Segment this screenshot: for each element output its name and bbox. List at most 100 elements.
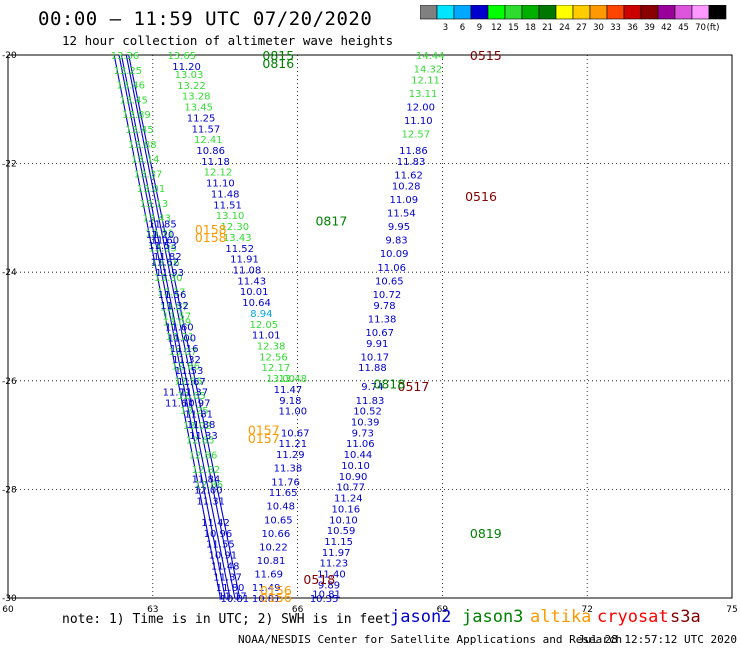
wave-height-label: 11.67 bbox=[177, 377, 206, 388]
wave-height-label: 11.69 bbox=[254, 570, 283, 581]
wave-height-label: 10.81 bbox=[312, 590, 341, 601]
color-scale-label: 24 bbox=[559, 23, 570, 33]
x-tick-label: 66 bbox=[292, 605, 304, 615]
wave-height-label: 11.31 bbox=[196, 496, 225, 507]
wave-height-label: 11.76 bbox=[271, 477, 300, 488]
wave-height-label: 13.25 bbox=[180, 406, 209, 417]
pass-time-label: 0515 bbox=[470, 48, 502, 63]
wave-height-label: 11.16 bbox=[170, 344, 199, 355]
wave-height-label: 10.48 bbox=[266, 502, 295, 513]
wave-height-label: 11.49 bbox=[252, 583, 281, 594]
wave-height-label: 11.10 bbox=[404, 116, 433, 127]
wave-height-label: 11.51 bbox=[213, 200, 242, 211]
wave-height-label: 10.35 bbox=[310, 594, 339, 605]
wave-height-label: 13.22 bbox=[177, 81, 206, 92]
wave-height-label: 13.07 bbox=[160, 302, 189, 313]
legend-jason2: jason2 bbox=[390, 607, 452, 627]
wave-height-label: 13.11 bbox=[409, 89, 438, 100]
wave-height-label: 11.37 bbox=[213, 572, 242, 583]
wave-height-label: 11.43 bbox=[237, 276, 266, 287]
wave-height-label: 13.37 bbox=[157, 288, 186, 299]
wave-height-label: 11.83 bbox=[356, 396, 385, 407]
wave-height-label: 12.56 bbox=[259, 352, 288, 363]
wave-height-label: 10.10 bbox=[329, 515, 358, 526]
wave-height-label: 11.06 bbox=[377, 263, 406, 274]
wave-height-label: 11.54 bbox=[387, 208, 416, 219]
wave-height-label: 11.38 bbox=[368, 314, 397, 325]
wave-height-label: 11.32 bbox=[172, 355, 201, 366]
wave-height-label: 13.43 bbox=[223, 233, 252, 244]
pass-time-label: 0518 bbox=[303, 572, 335, 587]
wave-height-label: 8.94 bbox=[250, 309, 272, 320]
pass-time-label: 0816 bbox=[262, 56, 294, 71]
wave-height-label: 11.25 bbox=[187, 113, 216, 124]
chart-title: 00:00 – 11:59 UTC 07/20/2020 bbox=[38, 8, 373, 30]
wave-height-label: 11.48 bbox=[211, 189, 240, 200]
wave-height-label: 10.96 bbox=[204, 529, 233, 540]
wave-height-label: 10.77 bbox=[336, 483, 365, 494]
color-scale-label: 21 bbox=[542, 23, 553, 33]
pass-time-label: 0156 bbox=[260, 590, 292, 605]
legend-s3a: s3a bbox=[670, 607, 701, 627]
y-tick-label: -24 bbox=[2, 268, 17, 278]
wave-height-label: 13.48 bbox=[278, 374, 307, 385]
wave-height-label: 9.74 bbox=[361, 382, 383, 393]
chart-subtitle: 12 hour collection of altimeter wave hei… bbox=[62, 33, 394, 48]
wave-height-label: 12.05 bbox=[249, 320, 278, 331]
wave-height-label: 11.82 bbox=[153, 252, 182, 263]
wave-height-label: 11.21 bbox=[278, 439, 307, 450]
pass-time-label: 0818 bbox=[373, 377, 405, 392]
wave-height-label: 13.10 bbox=[216, 211, 245, 222]
wave-height-label: 13.65 bbox=[167, 51, 196, 62]
wave-height-label: 10.39 bbox=[351, 418, 380, 429]
wave-height-label: 11.20 bbox=[172, 62, 201, 73]
wave-height-label: 9.91 bbox=[366, 339, 388, 350]
wave-height-label: 12.57 bbox=[402, 130, 431, 141]
wave-height-label: 10.97 bbox=[182, 399, 211, 410]
wave-height-label: 13.45 bbox=[125, 125, 154, 136]
wave-height-label: 9.78 bbox=[373, 301, 395, 312]
wave-height-label: 11.67 bbox=[165, 399, 194, 410]
wave-height-label: 13.46 bbox=[116, 81, 145, 92]
credit-line: NOAA/NESDIS Center for Satellite Applica… bbox=[238, 633, 623, 646]
wave-height-label: 13.02 bbox=[183, 421, 212, 432]
plot-frame bbox=[7, 54, 733, 599]
wave-height-label: 10.44 bbox=[344, 450, 373, 461]
wave-height-label: 11.71 bbox=[163, 388, 192, 399]
pass-time-label: 0157 bbox=[248, 431, 280, 446]
color-scale-label: 36 bbox=[627, 23, 638, 33]
wave-height-label: 12.85 bbox=[186, 436, 215, 447]
wave-height-label: 13.45 bbox=[184, 103, 213, 114]
x-tick-label: 69 bbox=[437, 605, 449, 615]
wave-height-label: 13.01 bbox=[137, 184, 166, 195]
wave-height-label: 11.37 bbox=[180, 388, 209, 399]
y-tick-label: -26 bbox=[2, 377, 17, 387]
color-scale-label: 6 bbox=[460, 23, 465, 33]
wave-height-label: 11.01 bbox=[252, 331, 281, 342]
color-scale-bar: 3 6 9 12 15 18 21 24 27 30 33 36 39 42 45 70 (ft) bbox=[420, 5, 727, 33]
wave-height-label: 13.03 bbox=[175, 70, 204, 81]
wave-height-label: 10.16 bbox=[332, 504, 361, 515]
wave-height-label: 11.60 bbox=[151, 236, 180, 247]
wave-height-label: 11.62 bbox=[394, 170, 423, 181]
wave-height-label: 12.41 bbox=[194, 135, 223, 146]
wave-height-label: 12.55 bbox=[174, 376, 203, 387]
wave-height-label: 11.56 bbox=[158, 290, 187, 301]
wave-height-label: 11.88 bbox=[358, 363, 387, 374]
wave-height-label: 10.09 bbox=[380, 249, 409, 260]
wave-height-label: 11.91 bbox=[230, 255, 259, 266]
wave-height-label: 10.67 bbox=[365, 328, 394, 339]
wave-height-label: 12.00 bbox=[194, 485, 223, 496]
wave-height-label: 11.23 bbox=[319, 559, 348, 570]
wave-height-label: 11.08 bbox=[233, 265, 262, 276]
wave-height-label: 11.10 bbox=[206, 179, 235, 190]
wave-height-label: 11.52 bbox=[225, 244, 254, 255]
wave-height-label: 13.43 bbox=[142, 214, 171, 225]
wave-height-label: 10.72 bbox=[373, 290, 402, 301]
wave-height-label: 12.65 bbox=[177, 391, 206, 402]
wave-height-label: 9.83 bbox=[385, 236, 407, 247]
satellite-track-line bbox=[120, 54, 231, 599]
y-tick-label: -22 bbox=[2, 160, 17, 170]
wave-height-label: 12.86 bbox=[194, 480, 223, 491]
wave-height-label: 9.95 bbox=[388, 222, 410, 233]
